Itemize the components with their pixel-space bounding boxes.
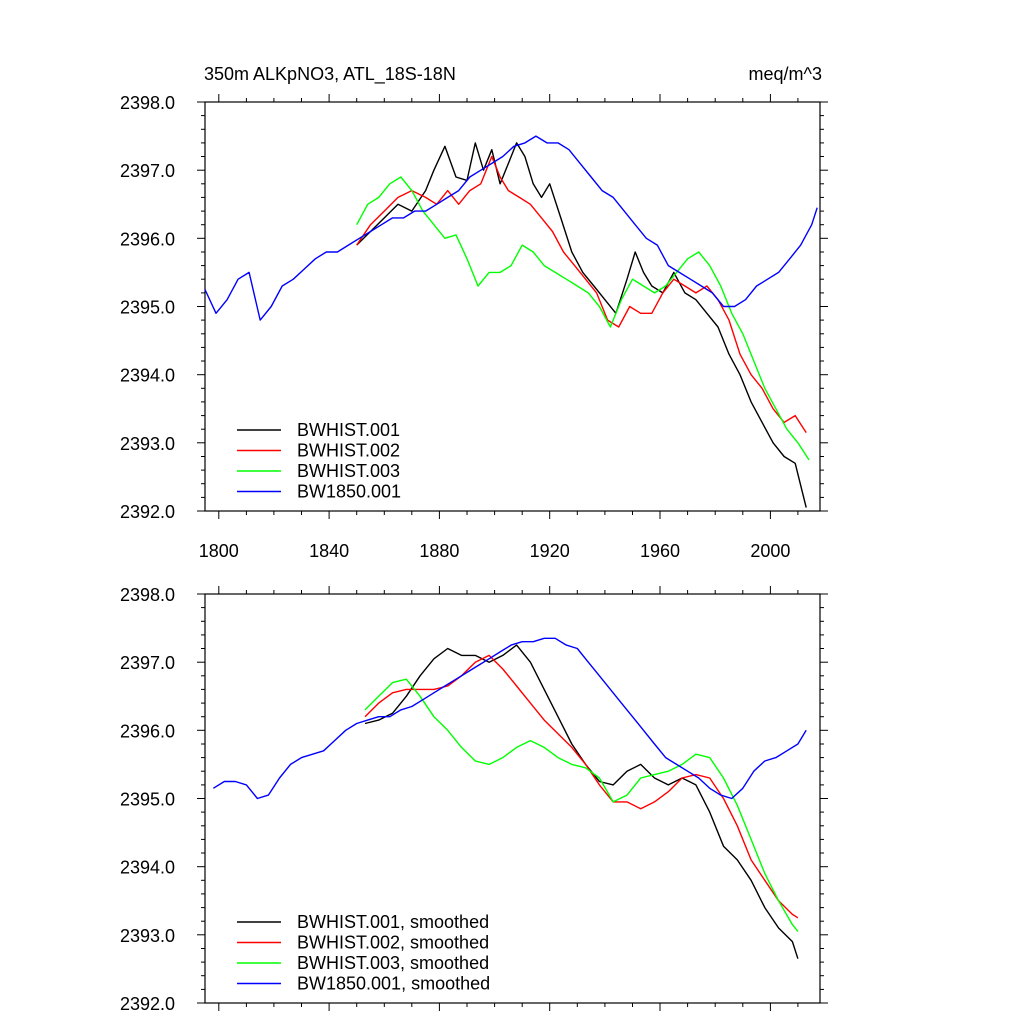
y-tick-label: 2394.0 xyxy=(120,858,175,878)
series-line-1 xyxy=(356,142,807,508)
legend-label: BWHIST.002, smoothed xyxy=(297,933,489,953)
top-panel: 350m ALKpNO3, ATL_18S-18N meq/m^3 1800 18… xyxy=(120,64,828,561)
series-line-3 xyxy=(356,176,810,461)
y-tick-label: 2395.0 xyxy=(120,790,175,810)
y-tick-label: 2393.0 xyxy=(120,926,175,946)
series-line-4 xyxy=(204,135,818,321)
y-tick-label: 2396.0 xyxy=(120,229,175,249)
legend-label: BWHIST.003, smoothed xyxy=(297,953,489,973)
legend-label: BWHIST.001 xyxy=(297,420,400,440)
x-tick-label: 1920 xyxy=(530,541,570,561)
legend-label: BWHIST.002 xyxy=(297,441,400,461)
series-line-2 xyxy=(364,654,799,919)
bottom-series xyxy=(212,637,807,959)
y-tick-label: 2392.0 xyxy=(120,994,175,1014)
units-label: meq/m^3 xyxy=(749,64,822,84)
top-ticks: 1800 1840 1880 1920 1960 2000 2392.0 2393.0 2394… xyxy=(120,93,828,561)
series-line-3 xyxy=(364,678,799,932)
y-tick-label: 2395.0 xyxy=(120,298,175,318)
y-tick-label: 2397.0 xyxy=(120,161,175,181)
y-tick-label: 2397.0 xyxy=(120,653,175,673)
legend-label: BW1850.001, smoothed xyxy=(297,974,490,994)
y-tick-label: 2396.0 xyxy=(120,721,175,741)
y-tick-label: 2398.0 xyxy=(120,93,175,113)
y-tick-label: 2393.0 xyxy=(120,434,175,454)
top-series xyxy=(204,135,818,508)
legend-label: BW1850.001 xyxy=(297,482,401,502)
y-tick-label: 2398.0 xyxy=(120,585,175,605)
chart-title: 350m ALKpNO3, ATL_18S-18N xyxy=(204,64,456,85)
bottom-panel: 2392.0 2393.0 2394.0 2395.0 2396.0 2397.0 2398… xyxy=(120,585,828,1014)
x-tick-label: 1960 xyxy=(640,541,680,561)
x-tick-label: 1840 xyxy=(309,541,349,561)
series-line-4 xyxy=(212,637,807,800)
y-tick-label: 2394.0 xyxy=(120,366,175,386)
legend-label: BWHIST.001, smoothed xyxy=(297,912,489,932)
series-line-2 xyxy=(356,155,807,433)
x-tick-label: 2000 xyxy=(750,541,790,561)
bottom-ticks: 2392.0 2393.0 2394.0 2395.0 2396.0 2397.0 2398… xyxy=(120,585,828,1014)
x-tick-label: 1880 xyxy=(419,541,459,561)
legend-label: BWHIST.003 xyxy=(297,461,400,481)
y-tick-label: 2392.0 xyxy=(120,502,175,522)
x-tick-label: 1800 xyxy=(199,541,239,561)
